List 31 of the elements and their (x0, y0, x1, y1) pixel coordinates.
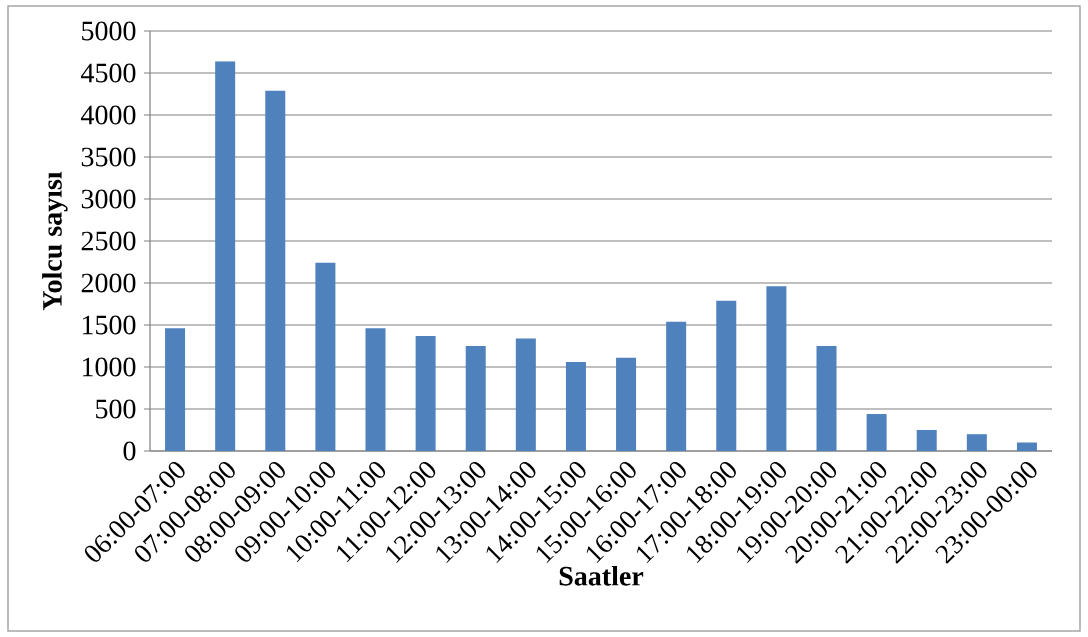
bar (165, 328, 186, 451)
bar (966, 434, 987, 451)
x-axis-title: Saatler (559, 565, 644, 586)
bar (616, 357, 637, 451)
bar (465, 345, 486, 451)
bar (215, 61, 236, 451)
y-tick-label: 500 (96, 399, 136, 419)
bar (565, 361, 586, 451)
bar (315, 262, 336, 451)
bar (265, 90, 286, 451)
y-tick-label: 3000 (81, 189, 136, 209)
y-tick-label: 1500 (82, 315, 136, 335)
y-tick-label: 2000 (81, 273, 136, 293)
y-tick-label: 3500 (81, 147, 136, 167)
y-tick-label: 0 (123, 441, 136, 461)
bar (666, 321, 687, 451)
bar (916, 429, 937, 451)
bar (365, 328, 386, 451)
y-tick-label: 4500 (81, 63, 136, 83)
bar (716, 300, 737, 451)
y-tick-label: 2500 (81, 231, 136, 251)
bar (515, 338, 536, 451)
y-tick-label: 1000 (82, 357, 136, 377)
bar (1016, 442, 1037, 451)
bar (415, 335, 436, 451)
y-tick-label: 4000 (81, 105, 136, 125)
bar (766, 286, 787, 451)
bar (866, 414, 887, 451)
bar (816, 345, 837, 451)
y-axis-title: Yolcu sayısı (42, 171, 68, 311)
y-tick-label: 5000 (82, 21, 136, 41)
